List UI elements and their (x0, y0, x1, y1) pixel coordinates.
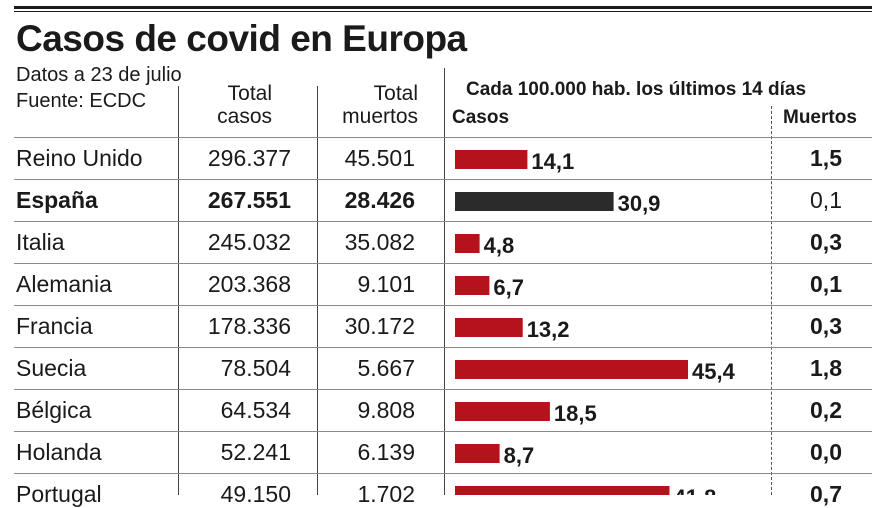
country-label: Bélgica (16, 397, 92, 423)
row-separator (14, 221, 872, 222)
bar-value-label: 8,7 (504, 443, 535, 468)
deaths-14d-value: 1,5 (810, 145, 842, 171)
total-cases-value: 267.551 (207, 187, 291, 213)
divider-1 (178, 86, 179, 495)
bar-chart: 14,1 30,9 4,8 6,713,2 45,4 18,5 8,7 41,8 (455, 149, 736, 495)
deaths-14d-value: 0,2 (810, 397, 842, 423)
header-total-deaths: Total muertos (318, 82, 418, 128)
country-label: España (16, 187, 98, 213)
total-deaths-value: 9.808 (357, 397, 415, 423)
row-separator (14, 473, 872, 474)
top-rule (14, 6, 872, 9)
total-cases-value: 64.534 (220, 397, 291, 423)
bar-value-label: 45,4 (692, 359, 736, 384)
bar-value-label: 30,9 (618, 191, 661, 216)
bar (455, 192, 614, 211)
total-deaths-value: 28.426 (344, 187, 415, 213)
total-cases-value: 178.336 (207, 313, 291, 339)
header-total-deaths-line2: muertos (342, 105, 418, 128)
row-separator (14, 347, 872, 348)
deaths-14d-value: 0,3 (810, 229, 842, 255)
bar (455, 360, 688, 379)
row-separator (14, 389, 872, 390)
bar (455, 486, 670, 495)
bar (455, 318, 523, 337)
total-deaths-value: 9.101 (357, 271, 415, 297)
country-label: Holanda (16, 439, 102, 465)
bar-value-label: 41,8 (674, 485, 717, 495)
total-deaths-value: 5.667 (357, 355, 415, 381)
chart-title: Casos de covid en Europa (16, 18, 467, 59)
total-cases-value: 245.032 (207, 229, 291, 255)
country-label: Alemania (16, 271, 112, 297)
bar (455, 234, 480, 253)
header-total-cases-line1: Total (227, 82, 272, 105)
total-cases-value: 52.241 (220, 439, 291, 465)
deaths-14d-value: 0,1 (810, 187, 842, 213)
row-separator (14, 263, 872, 264)
total-deaths-value: 6.139 (357, 439, 415, 465)
total-cases-value: 78.504 (220, 355, 291, 381)
divider-2 (317, 86, 318, 495)
header-total-deaths-line1: Total (373, 82, 418, 105)
header-per-100k: Cada 100.000 hab. los últimos 14 días (466, 79, 807, 100)
row-separator (14, 179, 872, 180)
row-separator (14, 137, 872, 138)
total-cases-value: 296.377 (207, 145, 291, 171)
bar (455, 444, 500, 463)
source-note: Fuente: ECDC (16, 90, 147, 112)
header-cases: Casos (452, 107, 510, 128)
header-total-cases-line2: casos (217, 105, 272, 128)
top-rule-thin (14, 11, 872, 12)
divider-3 (444, 68, 445, 495)
country-label: Italia (16, 229, 65, 255)
deaths-14d-value: 0,1 (810, 271, 842, 297)
bar (455, 276, 490, 295)
country-label: Francia (16, 313, 93, 339)
total-cases-value: 203.368 (207, 271, 291, 297)
row-separator (14, 431, 872, 432)
deaths-14d-value: 1,8 (810, 355, 842, 381)
country-label: Suecia (16, 355, 87, 381)
row-separator (14, 305, 872, 306)
total-deaths-value: 30.172 (344, 313, 415, 339)
bar-value-label: 13,2 (527, 317, 570, 342)
bar (455, 150, 528, 169)
bar-value-label: 14,1 (531, 149, 574, 174)
date-note: Datos a 23 de julio (16, 64, 182, 86)
deaths-14d-value: 0,3 (810, 313, 842, 339)
bar-value-label: 4,8 (484, 233, 515, 258)
total-deaths-value: 35.082 (344, 229, 415, 255)
bar-value-label: 6,7 (493, 275, 524, 300)
bar (455, 402, 550, 421)
header-total-cases: Total casos (180, 82, 272, 128)
total-deaths-value: 45.501 (344, 145, 415, 171)
country-label: Reino Unido (16, 145, 143, 171)
bar-value-label: 18,5 (554, 401, 597, 426)
divider-dashed (771, 106, 772, 495)
header-deaths-14d: Muertos (783, 107, 857, 128)
deaths-14d-value: 0,0 (810, 439, 842, 465)
